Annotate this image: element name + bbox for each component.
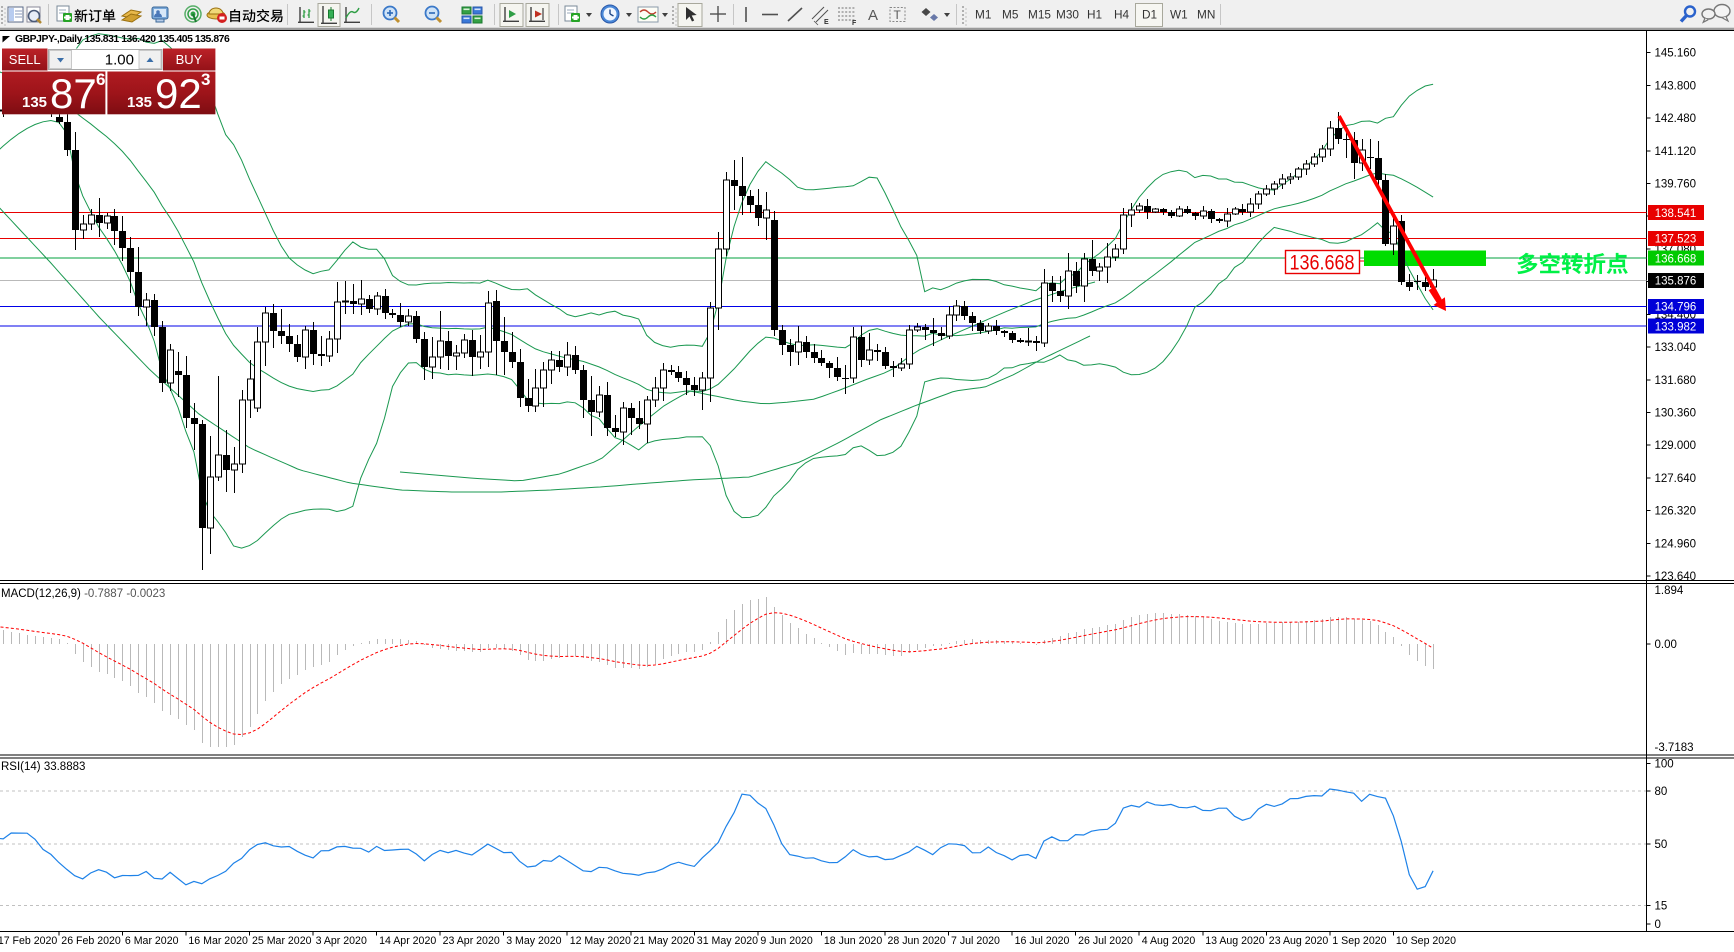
svg-text:143.800: 143.800 bbox=[1655, 80, 1697, 92]
svg-text:F: F bbox=[852, 20, 857, 27]
svg-text:1.894: 1.894 bbox=[1655, 585, 1684, 597]
svg-text:H4: H4 bbox=[1114, 8, 1130, 22]
svg-text:131.680: 131.680 bbox=[1655, 375, 1697, 387]
svg-text:RSI(14) 33.8883: RSI(14) 33.8883 bbox=[1, 761, 85, 773]
svg-text:13 Aug 2020: 13 Aug 2020 bbox=[1205, 935, 1265, 947]
svg-text:4 Aug 2020: 4 Aug 2020 bbox=[1142, 935, 1196, 947]
svg-text:16 Mar 2020: 16 Mar 2020 bbox=[188, 935, 248, 947]
svg-text:17 Feb 2020: 17 Feb 2020 bbox=[0, 935, 57, 947]
svg-text:M15: M15 bbox=[1028, 8, 1051, 22]
svg-text:W1: W1 bbox=[1170, 8, 1188, 22]
svg-text:124.960: 124.960 bbox=[1655, 538, 1697, 550]
svg-text:138.541: 138.541 bbox=[1655, 208, 1697, 220]
svg-text:GBPJPY-,Daily 135.831 136.420: GBPJPY-,Daily 135.831 136.420 135.405 13… bbox=[15, 34, 230, 45]
svg-text:23 Apr 2020: 23 Apr 2020 bbox=[443, 935, 500, 947]
svg-text:80: 80 bbox=[1655, 786, 1668, 798]
svg-text:134.796: 134.796 bbox=[1655, 302, 1697, 314]
svg-text:23 Aug 2020: 23 Aug 2020 bbox=[1269, 935, 1329, 947]
svg-text:130.360: 130.360 bbox=[1655, 408, 1697, 420]
svg-text:0.00: 0.00 bbox=[1655, 639, 1677, 651]
svg-text:6: 6 bbox=[96, 70, 105, 89]
svg-text:M1: M1 bbox=[975, 8, 991, 22]
svg-text:M30: M30 bbox=[1056, 8, 1079, 22]
svg-text:-3.7183: -3.7183 bbox=[1655, 742, 1694, 754]
svg-text:133.982: 133.982 bbox=[1655, 321, 1697, 333]
svg-text:1 Sep 2020: 1 Sep 2020 bbox=[1332, 935, 1386, 947]
svg-text:129.000: 129.000 bbox=[1655, 440, 1697, 452]
svg-text:31 May 2020: 31 May 2020 bbox=[697, 935, 758, 947]
svg-text:A: A bbox=[868, 7, 878, 24]
svg-text:16 Jul 2020: 16 Jul 2020 bbox=[1015, 935, 1070, 947]
svg-text:MN: MN bbox=[1197, 8, 1215, 22]
svg-text:139.760: 139.760 bbox=[1655, 179, 1697, 191]
svg-text:100: 100 bbox=[1655, 759, 1674, 771]
svg-text:127.640: 127.640 bbox=[1655, 473, 1697, 485]
svg-text:12 May 2020: 12 May 2020 bbox=[570, 935, 631, 947]
svg-text:87: 87 bbox=[50, 70, 97, 117]
svg-text:D1: D1 bbox=[1142, 8, 1157, 22]
svg-text:6 Mar 2020: 6 Mar 2020 bbox=[125, 935, 179, 947]
svg-text:SELL: SELL bbox=[9, 52, 41, 67]
svg-text:145.160: 145.160 bbox=[1655, 48, 1697, 60]
svg-text:T: T bbox=[894, 8, 902, 22]
svg-text:3 May 2020: 3 May 2020 bbox=[506, 935, 561, 947]
svg-text:MACD(12,26,9) -0.7887 -0.0023: MACD(12,26,9) -0.7887 -0.0023 bbox=[1, 588, 165, 600]
svg-text:137.523: 137.523 bbox=[1655, 234, 1697, 246]
svg-text:26 Jul 2020: 26 Jul 2020 bbox=[1078, 935, 1133, 947]
svg-text:21 May 2020: 21 May 2020 bbox=[633, 935, 694, 947]
svg-text:0: 0 bbox=[1655, 919, 1661, 931]
svg-text:M5: M5 bbox=[1002, 8, 1019, 22]
svg-text:18 Jun 2020: 18 Jun 2020 bbox=[824, 935, 882, 947]
svg-text:133.040: 133.040 bbox=[1655, 342, 1697, 354]
svg-text:142.480: 142.480 bbox=[1655, 113, 1697, 125]
svg-text:BUY: BUY bbox=[176, 52, 203, 67]
svg-text:135.876: 135.876 bbox=[1655, 276, 1697, 288]
svg-text:14 Apr 2020: 14 Apr 2020 bbox=[379, 935, 436, 947]
svg-text:136.668: 136.668 bbox=[1655, 253, 1697, 265]
svg-text:1.00: 1.00 bbox=[105, 52, 134, 69]
svg-text:28 Jun 2020: 28 Jun 2020 bbox=[888, 935, 946, 947]
svg-text:135: 135 bbox=[127, 94, 152, 111]
svg-text:25 Mar 2020: 25 Mar 2020 bbox=[252, 935, 312, 947]
svg-text:141.120: 141.120 bbox=[1655, 146, 1697, 158]
svg-text:9 Jun 2020: 9 Jun 2020 bbox=[760, 935, 813, 947]
svg-text:123.640: 123.640 bbox=[1655, 571, 1697, 583]
svg-text:7 Jul 2020: 7 Jul 2020 bbox=[951, 935, 1000, 947]
svg-text:E: E bbox=[824, 19, 829, 26]
svg-text:15: 15 bbox=[1655, 900, 1668, 912]
svg-text:10 Sep 2020: 10 Sep 2020 bbox=[1396, 935, 1456, 947]
svg-text:92: 92 bbox=[155, 70, 202, 117]
svg-text:126.320: 126.320 bbox=[1655, 506, 1697, 518]
svg-text:H1: H1 bbox=[1087, 8, 1102, 22]
svg-text:135: 135 bbox=[22, 94, 47, 111]
svg-text:26 Feb 2020: 26 Feb 2020 bbox=[61, 935, 121, 947]
svg-text:3 Apr 2020: 3 Apr 2020 bbox=[316, 935, 367, 947]
svg-text:3: 3 bbox=[201, 70, 210, 89]
svg-text:50: 50 bbox=[1655, 839, 1668, 851]
svg-text:136.668: 136.668 bbox=[1290, 251, 1355, 275]
